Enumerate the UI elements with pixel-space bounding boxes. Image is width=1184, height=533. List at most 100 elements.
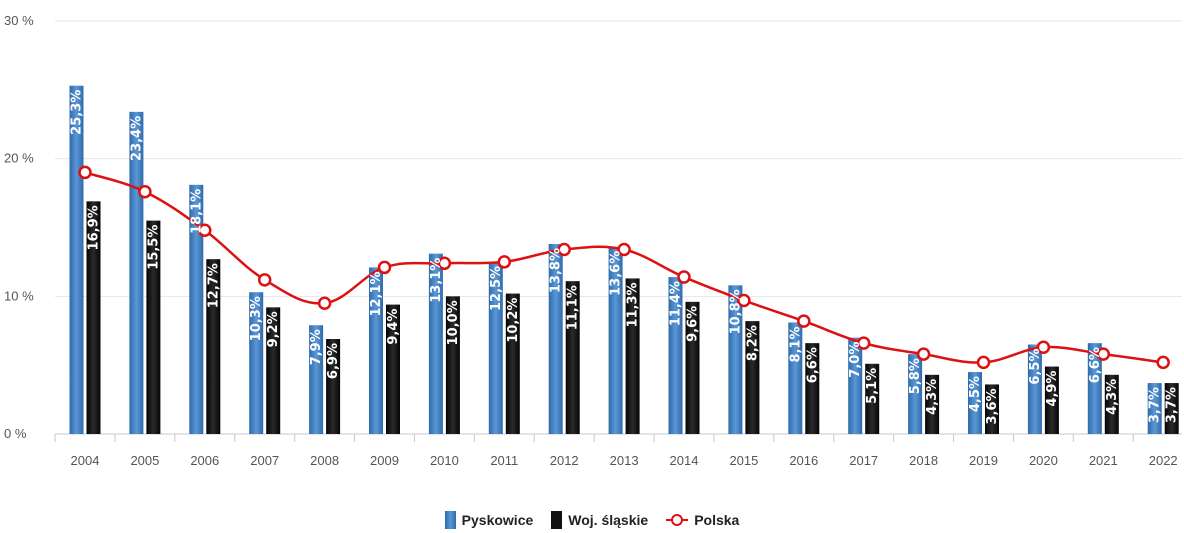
data-labels: 25,3%23,4%18,1%10,3%7,9%12,1% 13,1% 12,5% 1… (70, 90, 1180, 425)
polska-point[interactable] (437, 256, 452, 271)
polska-point[interactable] (916, 347, 931, 361)
polska-point[interactable] (497, 255, 512, 269)
data-label: 7,9% (309, 329, 324, 365)
x-tick-label: 2021 (1089, 453, 1118, 468)
polska-point[interactable] (737, 293, 751, 308)
bar-pyskowice[interactable] (488, 261, 503, 434)
polska-point[interactable] (377, 260, 392, 275)
y-tick-label: 30 % (4, 13, 34, 28)
bar-pyskowice[interactable] (788, 322, 803, 434)
polska-point[interactable] (1036, 340, 1051, 355)
data-label: 6,6% (1088, 347, 1103, 383)
x-tick-label: 2019 (969, 453, 998, 468)
bar-woj-slaskie[interactable] (925, 374, 940, 434)
polska-point[interactable] (976, 355, 991, 370)
bar-pyskowice[interactable] (428, 253, 443, 434)
data-label: 8,1% (788, 326, 803, 362)
data-label: 15,5% (146, 225, 161, 270)
bar-woj-slaskie[interactable] (445, 296, 460, 434)
bar-pyskowice[interactable] (908, 354, 923, 434)
bar-woj-slaskie[interactable] (326, 339, 341, 434)
bar-woj-slaskie[interactable] (625, 278, 640, 434)
bar-pyskowice[interactable] (728, 285, 743, 434)
data-label: 12,1% (369, 271, 384, 316)
legend-item-woj-slaskie[interactable]: Woj. śląskie (551, 511, 648, 529)
polska-point[interactable] (317, 296, 332, 310)
x-tick-label: 2013 (610, 453, 639, 468)
bar-pyskowice[interactable] (1147, 383, 1162, 434)
bar-pyskowice[interactable] (668, 277, 683, 434)
data-label: 11,4% (669, 281, 684, 326)
bar-woj-slaskie[interactable] (146, 220, 161, 434)
bar-woj-slaskie[interactable] (685, 301, 700, 434)
data-label: 6,9% (326, 343, 341, 379)
bar-pyskowice[interactable] (1087, 343, 1102, 434)
legend: Pyskowice Woj. śląskie Polska (0, 511, 1184, 529)
polska-point[interactable] (138, 184, 152, 199)
bar-woj-slaskie[interactable] (565, 281, 580, 434)
bar-woj-slaskie[interactable] (266, 307, 281, 434)
data-label: 9,2% (266, 311, 281, 347)
polska-point[interactable] (557, 242, 571, 257)
bar-woj-slaskie[interactable] (1044, 366, 1059, 434)
x-tick-label: 2017 (849, 453, 878, 468)
data-label: 10,2% (506, 298, 521, 343)
legend-label: Pyskowice (461, 512, 534, 528)
legend-item-polska[interactable]: Polska (666, 512, 739, 528)
x-tick-label: 2020 (1029, 453, 1058, 468)
bar-woj-slaskie[interactable] (865, 363, 880, 434)
bar-pyskowice[interactable] (1027, 344, 1042, 434)
data-label: 4,5% (968, 376, 983, 412)
data-label: 11,1% (566, 285, 581, 330)
bar-woj-slaskie[interactable] (86, 201, 101, 434)
bar-pyskowice[interactable] (968, 372, 982, 434)
data-label: 13,1% (429, 258, 444, 303)
bar-woj-slaskie[interactable] (1164, 383, 1179, 434)
polska-point[interactable] (257, 273, 272, 287)
bar-pyskowice[interactable] (548, 244, 563, 434)
data-label: 3,6% (985, 388, 1000, 424)
polska-line (78, 165, 1170, 370)
data-label: 12,7% (206, 263, 221, 308)
polska-point[interactable] (856, 336, 871, 350)
polska-point[interactable] (1156, 355, 1170, 370)
polska-point[interactable] (677, 270, 691, 284)
bar-woj-slaskie[interactable] (505, 293, 520, 434)
data-label: 13,8% (549, 248, 564, 293)
bar-woj-slaskie[interactable] (745, 321, 760, 434)
bar-pyskowice[interactable] (848, 337, 863, 434)
bar-woj-slaskie[interactable] (985, 384, 999, 434)
bar-woj-slaskie[interactable] (206, 259, 221, 434)
data-label: 10,0% (446, 300, 461, 345)
y-tick-label: 10 % (4, 288, 34, 303)
data-label: 3,7% (1165, 387, 1180, 423)
x-tick-label: 2022 (1149, 453, 1178, 468)
bar-woj-slaskie[interactable] (805, 343, 820, 434)
polska-point[interactable] (198, 223, 212, 238)
bar-pyskowice[interactable] (309, 325, 324, 434)
x-axis: 2004 2005 2006 2007 2008 2009 2010 2011 2012 2013… (54, 434, 1178, 468)
legend-label: Polska (694, 512, 740, 528)
x-tick-label: 2004 (71, 453, 100, 468)
data-label: 9,6% (686, 306, 701, 342)
data-label: 9,4% (386, 309, 401, 345)
data-label: 10,3% (249, 296, 264, 341)
data-label: 4,9% (1045, 371, 1060, 407)
polska-point[interactable] (78, 165, 92, 180)
polska-point[interactable] (1096, 347, 1111, 361)
bar-pyskowice[interactable] (369, 267, 383, 434)
polska-line-path (84, 171, 1164, 364)
polska-point[interactable] (617, 242, 631, 257)
bar-pyskowice[interactable] (249, 292, 264, 434)
legend-item-pyskowice[interactable]: Pyskowice (444, 511, 534, 529)
bar-pyskowice[interactable] (608, 246, 623, 434)
bar-pyskowice[interactable] (189, 184, 204, 434)
bar-pyskowice[interactable] (69, 85, 84, 434)
bar-woj-slaskie[interactable] (386, 304, 400, 434)
polska-point[interactable] (797, 314, 811, 328)
data-label: 16,9% (87, 205, 102, 250)
x-tick-label: 2015 (729, 453, 758, 468)
bar-woj-slaskie[interactable] (1104, 374, 1119, 434)
x-tick-label: 2014 (670, 453, 699, 468)
x-tick-label: 2009 (370, 453, 399, 468)
